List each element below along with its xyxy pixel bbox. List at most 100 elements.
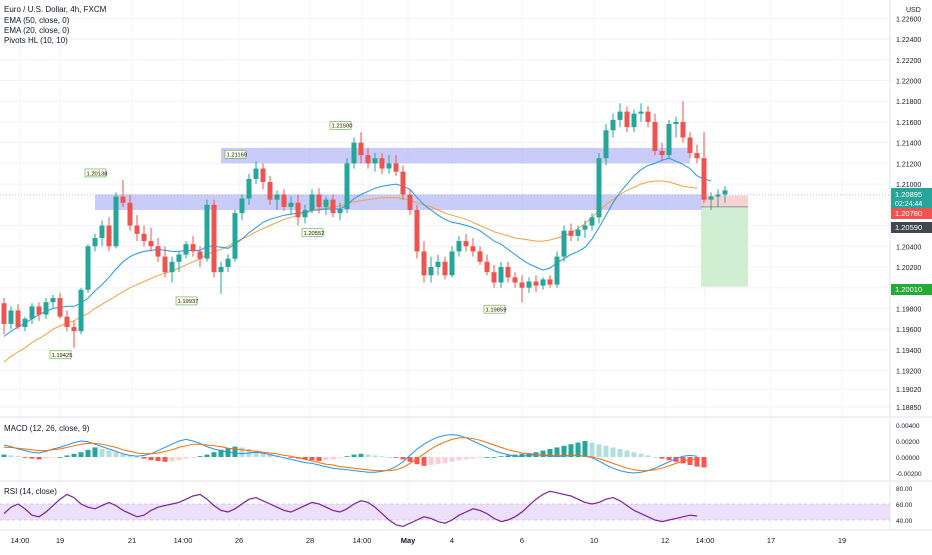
time-tick: 6 <box>520 536 524 545</box>
macd-pane <box>1 434 707 474</box>
candle <box>456 235 462 257</box>
candle <box>477 246 483 265</box>
candle <box>281 189 287 212</box>
ema20-legend[interactable]: EMA (20, close, 0) <box>4 26 70 35</box>
price-tick: 1.22600 <box>896 16 921 23</box>
candle-body <box>666 124 672 156</box>
pivot-label-box <box>175 296 198 306</box>
candle <box>393 155 399 176</box>
candle-body <box>351 142 357 164</box>
candle <box>512 272 518 288</box>
chart-title: Euro / U.S. Dollar, 4h, FXCM <box>4 5 107 14</box>
candle <box>491 264 497 288</box>
candle <box>659 142 665 162</box>
candle <box>428 256 434 283</box>
candle-body <box>624 111 630 128</box>
candle-body <box>232 213 238 259</box>
candle-body <box>568 230 574 236</box>
ema50-legend[interactable]: EMA (50, close, 0) <box>4 16 70 25</box>
macd-histogram-bar <box>50 457 56 458</box>
candle-body <box>8 310 14 324</box>
macd-histogram-bar <box>519 453 525 457</box>
candle <box>610 113 616 138</box>
rsi-legend[interactable]: RSI (14, close) <box>4 487 57 496</box>
macd-histogram-bar <box>134 457 140 458</box>
candle <box>169 256 175 283</box>
candle <box>323 196 329 216</box>
candle-body <box>57 298 63 317</box>
macd-histogram-bar <box>106 450 112 457</box>
candle-body <box>106 225 112 247</box>
pivots-legend[interactable]: Pivots HL (10, 10) <box>4 36 68 45</box>
candle-body <box>274 194 280 200</box>
candle-body <box>638 111 644 114</box>
signal-line <box>4 437 698 472</box>
candle-body <box>519 282 525 288</box>
pivot-label: 1.19937 <box>175 296 198 306</box>
candle <box>50 294 56 309</box>
macd-histogram-bar <box>22 457 28 458</box>
macd-histogram-bar <box>190 457 196 458</box>
pivot-label: 1.20138 <box>84 168 107 177</box>
macd-histogram-bar <box>456 457 462 461</box>
candle <box>540 277 546 290</box>
candle <box>288 196 294 216</box>
macd-histogram-bar <box>638 453 644 457</box>
candle-body <box>141 233 147 242</box>
candle <box>435 254 441 276</box>
time-axis[interactable]: 14:00 19 21 14:00 26 28 14:00 May 4 6 10 12 14:00 17 1… <box>11 536 847 545</box>
pivot-label-box <box>49 350 72 360</box>
ema-lines <box>3 157 712 363</box>
candle-body <box>715 194 721 197</box>
candle <box>526 277 532 293</box>
candle-body <box>617 111 623 120</box>
time-tick: 28 <box>306 536 314 545</box>
target-price-tag: 1.20010 <box>891 284 932 295</box>
time-tick: 19 <box>56 536 64 545</box>
pivot-label: 1.20552 <box>301 228 324 237</box>
rsi-axis[interactable]: 80.00 60.00 40.00 <box>896 486 913 525</box>
macd-histogram-bar <box>330 457 336 460</box>
macd-histogram-bar <box>365 454 371 457</box>
candle-body <box>1 303 7 324</box>
price-tick: 1.19400 <box>896 348 921 355</box>
candle <box>225 254 231 273</box>
candle-body <box>435 261 441 267</box>
candle-body <box>680 121 686 138</box>
candle <box>680 101 686 143</box>
candle <box>421 241 427 283</box>
candle <box>358 132 364 164</box>
macd-histogram-bar <box>155 457 161 461</box>
candle <box>246 173 252 205</box>
candle-body <box>673 121 679 125</box>
macd-axis[interactable]: 0.00400 0.00200 0.00000 -0.00200 <box>896 423 922 478</box>
macd-legend[interactable]: MACD (12, 26, close, 9) <box>4 424 90 433</box>
candle <box>337 202 343 221</box>
macd-histogram-bar <box>169 457 175 461</box>
time-tick: 19 <box>838 536 846 545</box>
macd-histogram-bar <box>92 447 98 457</box>
candle-body <box>120 196 126 203</box>
candle-body <box>589 217 595 226</box>
candle-body <box>554 256 560 285</box>
macd-tick: -0.00200 <box>896 471 922 478</box>
candle <box>715 189 721 207</box>
macd-histogram-bar <box>582 441 588 457</box>
macd-histogram-bar <box>666 457 672 461</box>
candle-body <box>365 155 371 164</box>
candle <box>463 233 469 252</box>
macd-histogram-bar <box>624 450 630 457</box>
candle-body <box>50 298 56 303</box>
macd-histogram-bar <box>617 449 623 457</box>
macd-histogram-bar <box>71 453 77 457</box>
candle-body <box>687 137 693 154</box>
position-tool[interactable] <box>701 195 748 287</box>
candle-body <box>246 178 252 199</box>
stop-price-tag: 1.20590 <box>891 222 932 233</box>
price-tick: 1.20400 <box>896 244 921 251</box>
candle-body <box>288 202 294 207</box>
candle <box>106 217 112 252</box>
macd-histogram-bar <box>267 453 273 457</box>
candle-body <box>582 225 588 230</box>
